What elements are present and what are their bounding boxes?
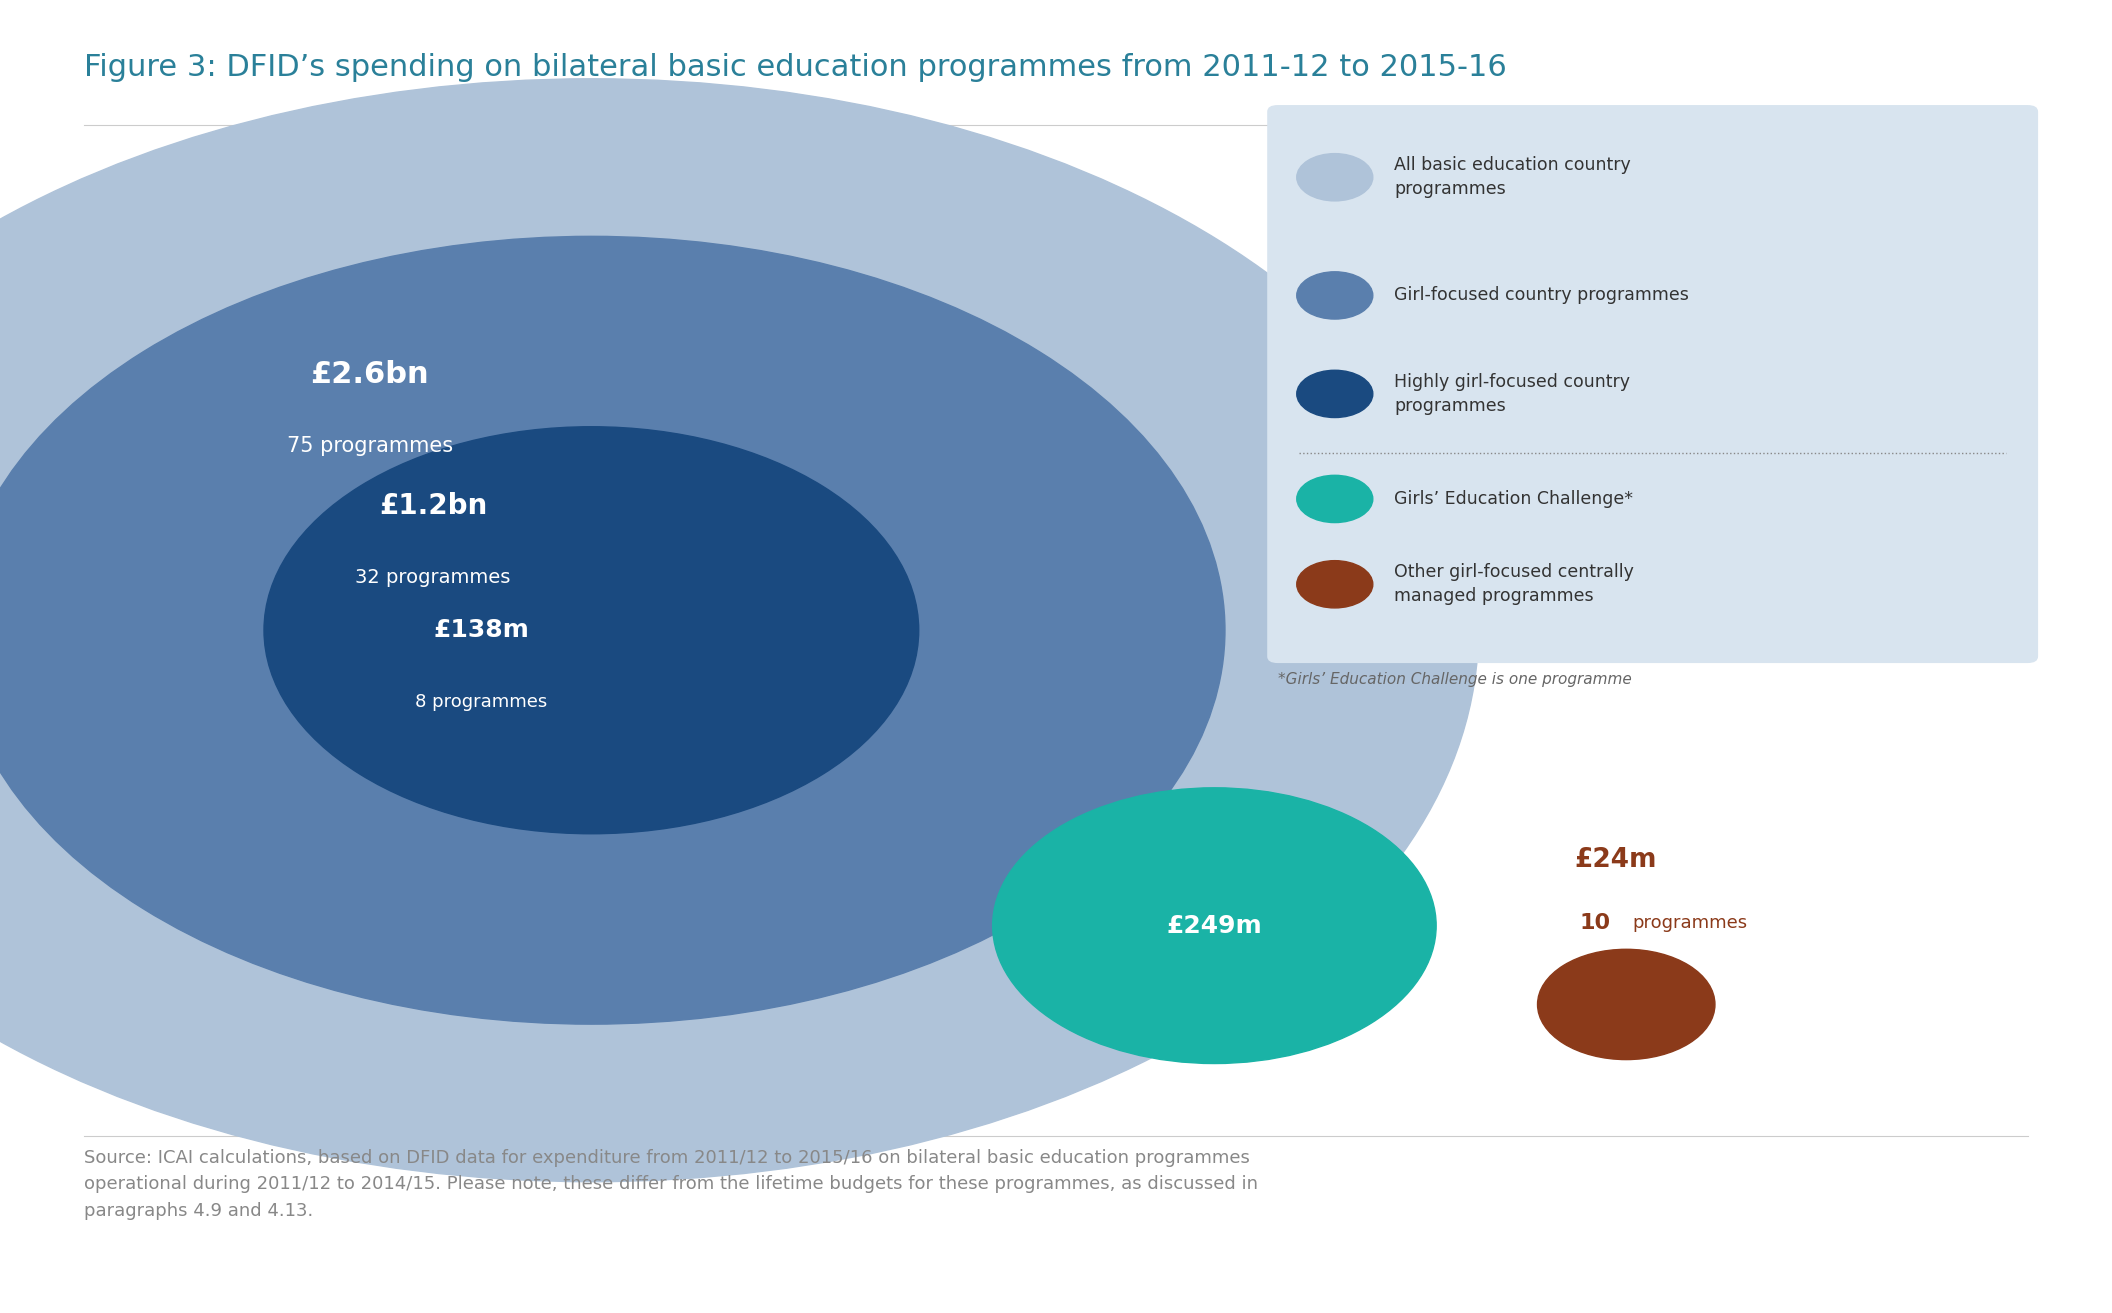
Text: Source: ICAI calculations, based on DFID data for expenditure from 2011/12 to 20: Source: ICAI calculations, based on DFID… (84, 1149, 1259, 1220)
Circle shape (0, 79, 1478, 1182)
Text: Figure 3: DFID’s spending on bilateral basic education programmes from 2011-12 t: Figure 3: DFID’s spending on bilateral b… (84, 53, 1508, 81)
Text: Girl-focused country programmes: Girl-focused country programmes (1394, 286, 1690, 305)
Text: 10: 10 (1580, 913, 1611, 934)
Circle shape (264, 427, 919, 834)
Circle shape (1297, 272, 1373, 319)
Circle shape (993, 788, 1436, 1064)
Text: All basic education country
programmes: All basic education country programmes (1394, 156, 1630, 198)
Text: Other girl-focused centrally
managed programmes: Other girl-focused centrally managed pro… (1394, 563, 1635, 605)
Circle shape (1297, 370, 1373, 418)
Text: Highly girl-focused country
programmes: Highly girl-focused country programmes (1394, 373, 1630, 415)
Circle shape (1538, 949, 1715, 1060)
Text: £2.6bn: £2.6bn (310, 360, 429, 389)
Text: 75 programmes: 75 programmes (287, 436, 452, 457)
Text: programmes: programmes (1633, 914, 1749, 932)
Text: Girls’ Education Challenge*: Girls’ Education Challenge* (1394, 490, 1633, 508)
Circle shape (1297, 154, 1373, 201)
Circle shape (1297, 561, 1373, 608)
FancyBboxPatch shape (1267, 105, 2038, 663)
Text: £249m: £249m (1166, 914, 1263, 937)
Circle shape (1297, 475, 1373, 523)
Text: £24m: £24m (1573, 847, 1658, 873)
Text: £138m: £138m (433, 618, 530, 642)
Text: *Girls’ Education Challenge is one programme: *Girls’ Education Challenge is one progr… (1278, 672, 1630, 687)
Text: 8 programmes: 8 programmes (416, 693, 547, 712)
Text: 32 programmes: 32 programmes (355, 569, 511, 587)
Circle shape (0, 236, 1225, 1024)
Text: £1.2bn: £1.2bn (378, 491, 488, 520)
